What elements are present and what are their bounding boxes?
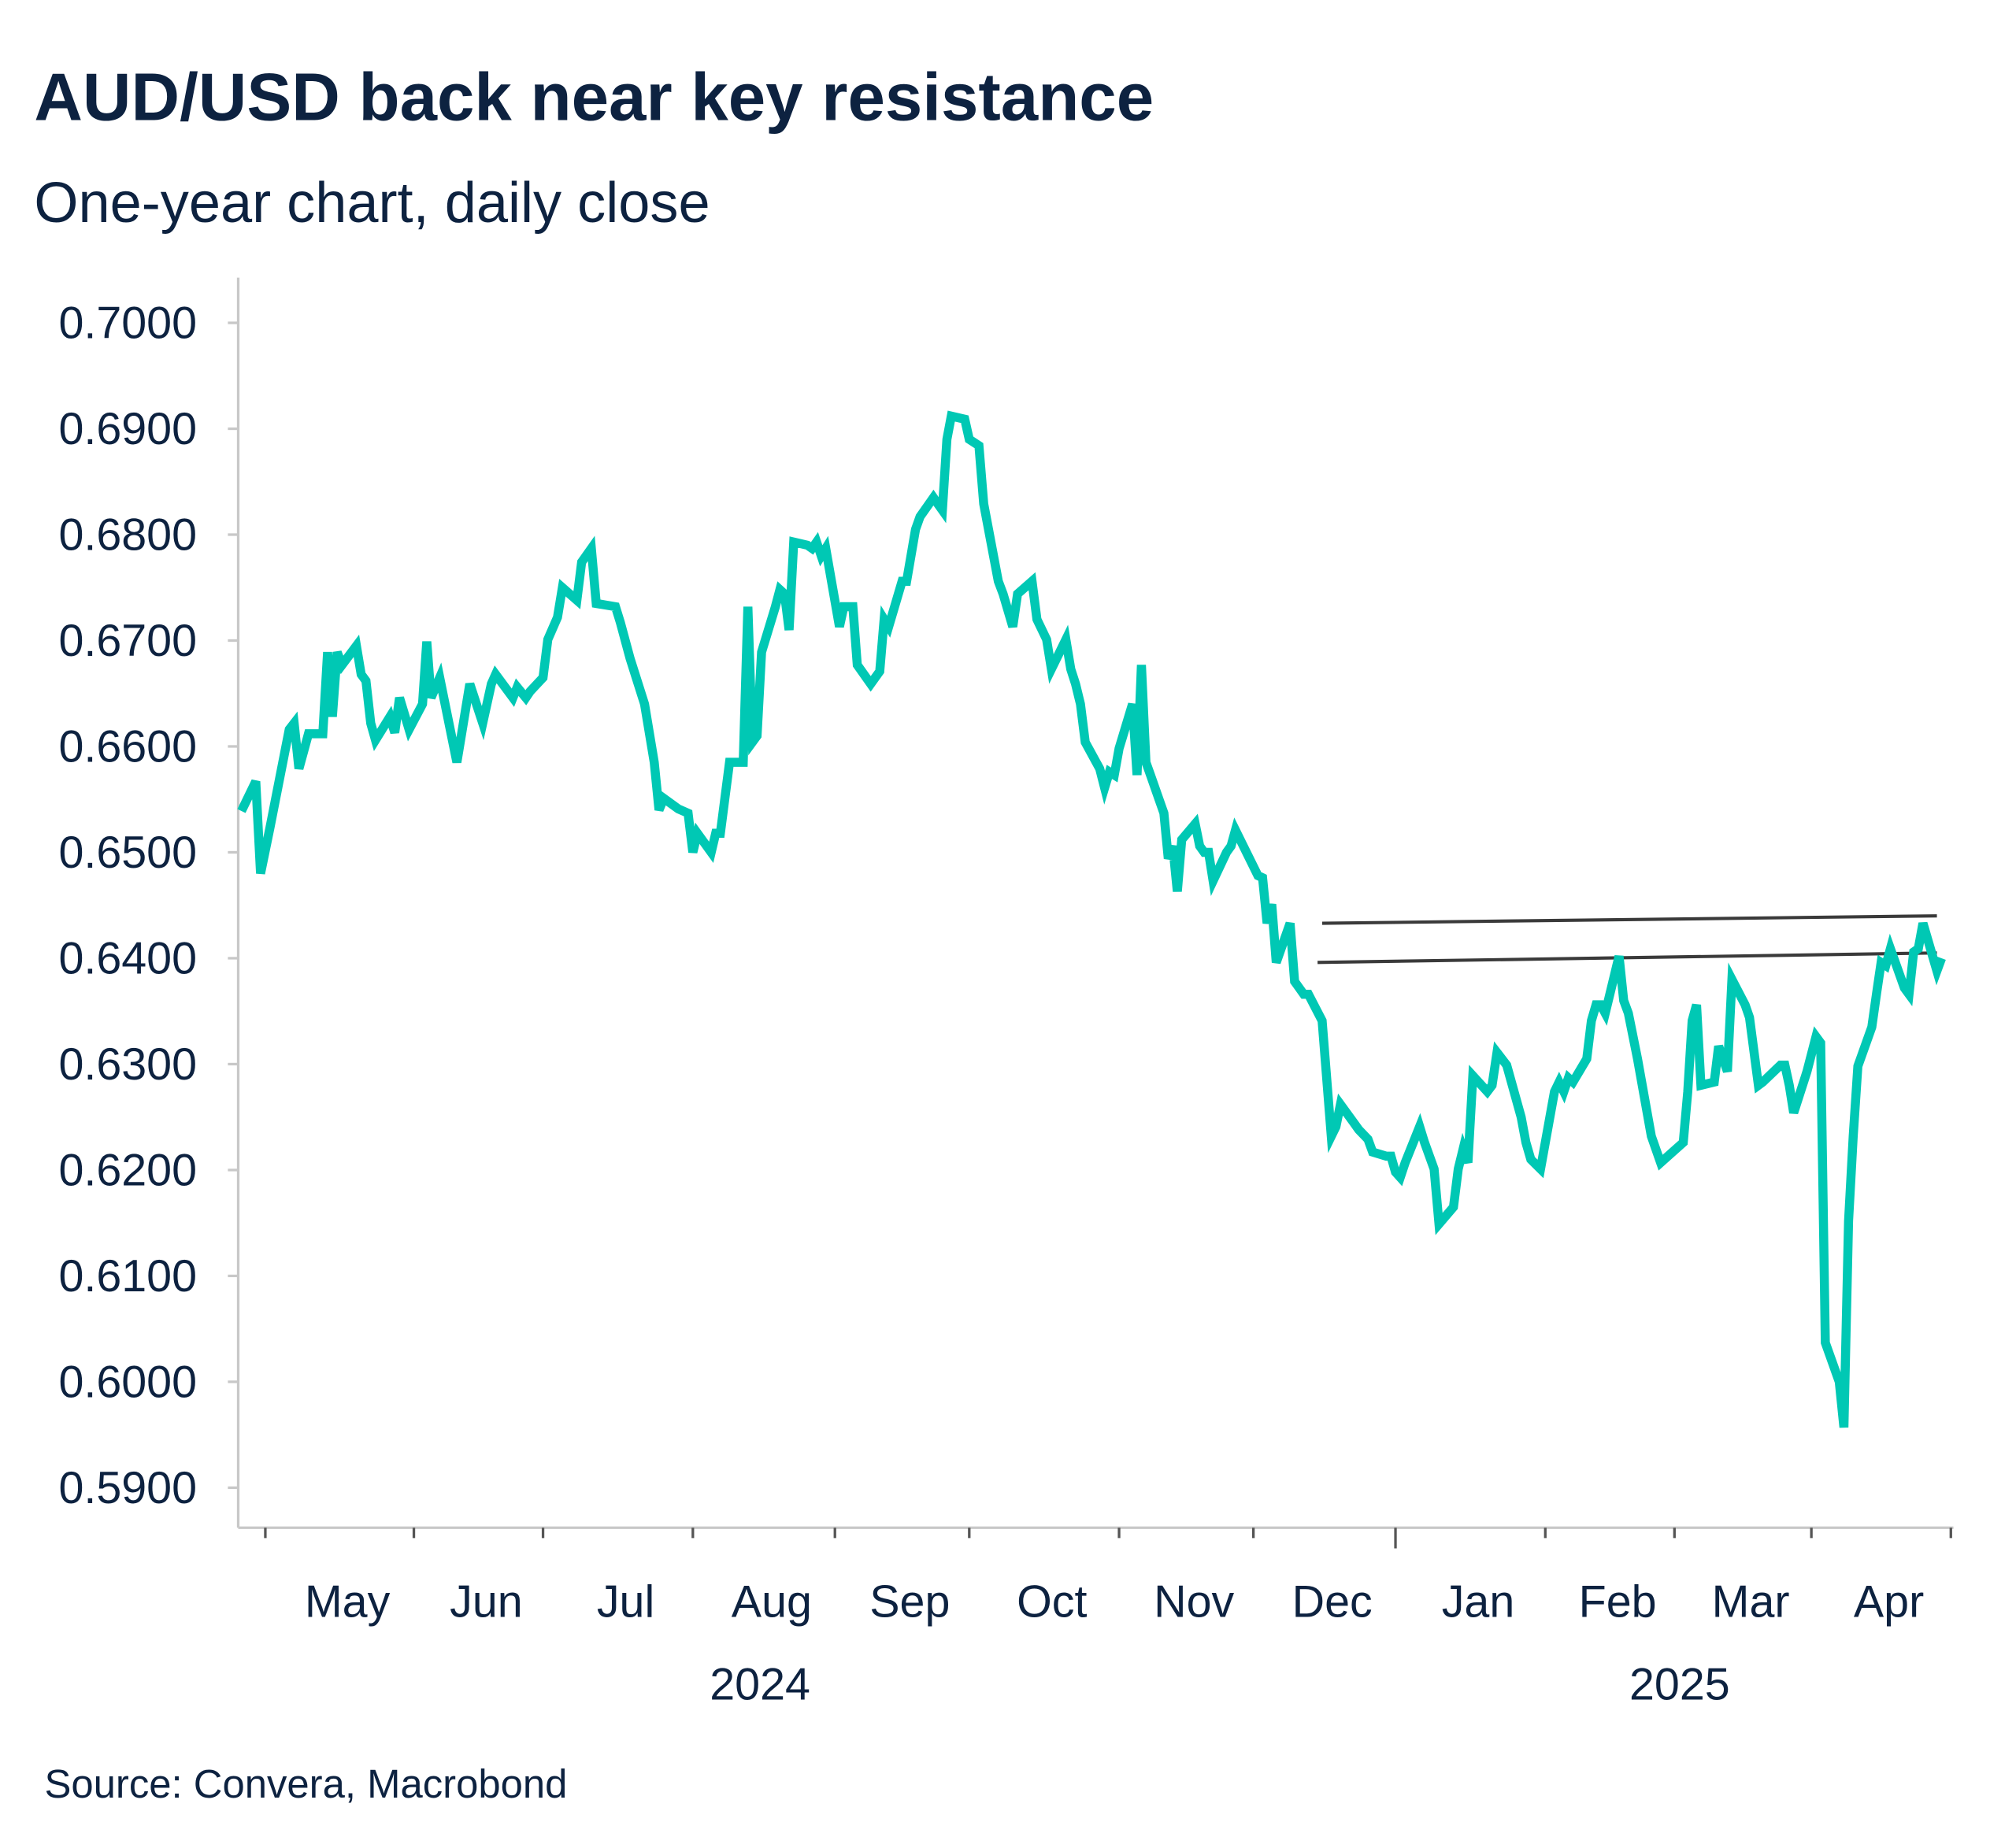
x-tick-label: Apr — [1854, 1576, 1924, 1627]
y-tick-label: 0.6100 — [58, 1251, 197, 1302]
y-tick-label: 0.6000 — [58, 1357, 197, 1408]
x-tick-label: Nov — [1154, 1576, 1234, 1627]
x-axis: May Jun Jul Aug Sep Oct Nov Dec Jan Feb Mar Apr 2024… — [238, 1526, 1954, 1709]
x-year-label: 2024 — [710, 1659, 810, 1709]
chart-title: AUD/USD back near key resistance — [34, 61, 1154, 135]
y-tick-label: 0.7000 — [58, 298, 197, 349]
y-tick-label: 0.6500 — [58, 828, 197, 878]
x-tick-label: Sep — [869, 1576, 950, 1627]
series-line-audusd — [237, 410, 1946, 1428]
chart-subtitle: One-year chart, daily close — [34, 172, 710, 235]
y-tick-label: 0.6300 — [58, 1039, 197, 1090]
x-tick-label: Aug — [732, 1576, 812, 1627]
x-tick-label: Dec — [1292, 1576, 1373, 1627]
x-tick-label: May — [305, 1576, 391, 1627]
resistance-line — [1321, 914, 1937, 925]
source-note: Source: Convera, Macrobond — [44, 1761, 567, 1806]
x-tick-label: Jun — [450, 1576, 523, 1627]
y-tick-label: 0.6700 — [58, 616, 197, 666]
y-tick-label: 0.5900 — [58, 1463, 197, 1513]
y-tick-label: 0.6600 — [58, 722, 197, 772]
resistance-lines — [1317, 914, 1937, 965]
x-tick-label: Jan — [1442, 1576, 1515, 1627]
x-year-label: 2025 — [1629, 1659, 1730, 1709]
x-tick-label: Mar — [1712, 1576, 1790, 1627]
y-tick-label: 0.6200 — [58, 1146, 197, 1196]
y-axis: 0.7000 0.6900 0.6800 0.6700 0.6600 0.6500 0.64… — [58, 277, 240, 1528]
y-tick-label: 0.6900 — [58, 404, 197, 454]
resistance-line — [1317, 951, 1937, 965]
y-tick-label: 0.6800 — [58, 510, 197, 561]
y-tick-label: 0.6400 — [58, 934, 197, 984]
x-tick-label: Feb — [1579, 1576, 1657, 1627]
x-tick-label: Jul — [597, 1576, 654, 1627]
x-tick-label: Oct — [1017, 1576, 1087, 1627]
